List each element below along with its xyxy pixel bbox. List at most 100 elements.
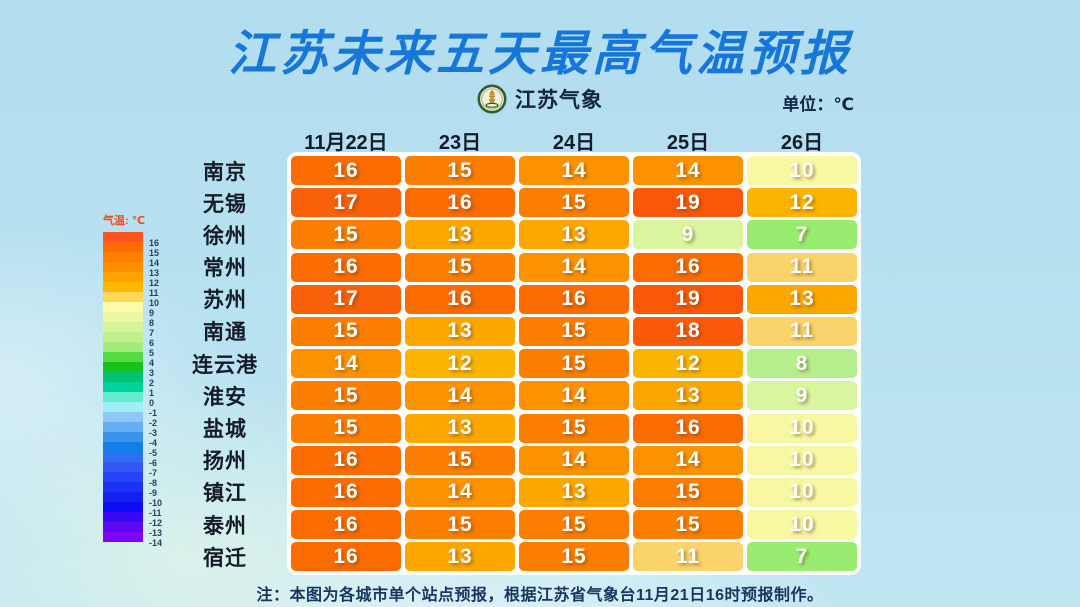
legend-band: 13: [103, 262, 159, 278]
page-title: 江苏未来五天最高气温预报: [227, 28, 852, 81]
temp-cell: 14: [291, 349, 401, 379]
temp-cell: 16: [405, 284, 515, 314]
legend-band-label: -5: [149, 448, 158, 458]
temp-cell: 12: [405, 349, 515, 379]
legend-band-label: -9: [149, 488, 158, 498]
legend-band-label: -10: [149, 498, 163, 508]
legend-band: 2: [103, 372, 154, 388]
legend-band: 11: [103, 282, 159, 298]
temperature-legend: 气温: ℃ 16 15 14 13 12 11 10 9 8 7 6 5 4 3 2 1 0 -1 -2 -3 -4 -5…: [103, 212, 162, 548]
temp-cell: 8: [747, 349, 857, 379]
temp-cell: 9: [747, 381, 857, 411]
temp-cell: 15: [405, 510, 515, 540]
footnote: 注：本图为各城市单个站点预报，根据江苏省气象台11月21日16时预报制作。: [256, 587, 824, 604]
legend-band-label: -13: [149, 528, 163, 538]
legend-band-label: 13: [149, 268, 160, 278]
temp-cell: 7: [747, 542, 857, 572]
legend-band: -8: [103, 472, 157, 488]
legend-band: -4: [103, 432, 157, 448]
temp-cell: 15: [291, 413, 401, 443]
legend-band: 3: [103, 362, 154, 378]
city-label: 南京: [203, 160, 247, 184]
legend-band: -10: [103, 492, 162, 508]
legend-band-label: 15: [149, 248, 160, 258]
temp-cell: 13: [747, 284, 857, 314]
legend-band-label: 4: [149, 358, 155, 368]
legend-band: 9: [103, 302, 154, 318]
legend-band-label: 3: [149, 368, 155, 378]
temp-cell: 16: [633, 413, 743, 443]
temp-cell: 14: [519, 252, 629, 282]
legend-band-label: -2: [149, 418, 158, 428]
temp-cell: 10: [747, 510, 857, 540]
temp-cell: 16: [291, 252, 401, 282]
brand: 江苏气象: [0, 84, 1080, 114]
legend-band-label: -1: [149, 408, 158, 418]
legend-band: -2: [103, 412, 157, 428]
legend-band: 16: [103, 232, 159, 248]
legend-band-label: 9: [149, 308, 155, 318]
temp-cell: 13: [405, 316, 515, 346]
legend-band-label: 12: [149, 278, 160, 288]
temp-cell: 16: [291, 542, 401, 572]
legend-band: 1: [103, 382, 154, 398]
temp-cell: 17: [291, 188, 401, 218]
legend-band: 14: [103, 252, 159, 268]
temp-cell: 9: [633, 220, 743, 250]
legend-band-label: 5: [149, 348, 155, 358]
temp-cell: 10: [747, 156, 857, 185]
legend-band: -12: [103, 512, 162, 528]
city-label: 连云港: [192, 353, 258, 377]
legend-band: 6: [103, 332, 154, 348]
jiangsu-meteorology-logo-icon: [477, 84, 507, 114]
temp-cell: 16: [405, 188, 515, 218]
temp-cell: 15: [291, 220, 401, 250]
temp-cell: 14: [519, 381, 629, 411]
temp-cell: 14: [633, 445, 743, 475]
city-label: 泰州: [203, 514, 247, 538]
temp-cell: 15: [291, 316, 401, 346]
temp-cell: 13: [405, 220, 515, 250]
temp-cell: 16: [519, 284, 629, 314]
legend-band: -11: [103, 502, 162, 518]
date-header-row: 11月22日 23日 24日 25日 26日: [291, 126, 857, 155]
legend-band: 7: [103, 322, 154, 338]
legend-band-label: 8: [149, 318, 155, 328]
temp-cell: 15: [519, 316, 629, 346]
temp-cell: 14: [405, 381, 515, 411]
temp-cell: 16: [633, 252, 743, 282]
legend-band: -14: [103, 532, 162, 548]
legend-band-label: 14: [149, 258, 160, 268]
legend-band-label: -11: [149, 508, 162, 518]
temp-cell: 12: [633, 349, 743, 379]
temp-cell: 15: [633, 510, 743, 540]
legend-band: -13: [103, 522, 162, 538]
city-label: 镇江: [203, 482, 247, 506]
city-label: 南通: [203, 321, 247, 345]
brand-name: 江苏气象: [515, 89, 603, 112]
temp-cell: 15: [519, 349, 629, 379]
city-label: 苏州: [203, 289, 247, 313]
temp-cell: 15: [519, 413, 629, 443]
temp-cell: 19: [633, 188, 743, 218]
city-label: 无锡: [203, 192, 247, 216]
legend-band: 12: [103, 272, 159, 288]
city-label: 扬州: [203, 450, 247, 474]
legend-band-label: -12: [149, 518, 163, 528]
legend-band: 4: [103, 352, 154, 368]
temp-cell: 12: [747, 188, 857, 218]
legend-band: -3: [103, 422, 157, 438]
legend-band: 0: [103, 392, 154, 408]
city-label: 淮安: [203, 385, 247, 409]
city-label: 盐城: [203, 418, 247, 441]
forecast-grid: 南京 16 15 14 14 10 无锡 17 16 15 19 12 徐州 15 13 13 9 7 常州 16 15…: [177, 156, 857, 572]
temp-cell: 10: [747, 413, 857, 443]
temp-cell: 11: [747, 252, 857, 282]
temp-cell: 13: [405, 542, 515, 572]
legend-band-label: 11: [149, 288, 159, 298]
legend-band-label: 0: [149, 398, 155, 408]
temp-cell: 16: [291, 445, 401, 475]
legend-band-label: -6: [149, 458, 158, 468]
legend-bands: 16 15 14 13 12 11 10 9 8 7 6 5 4 3 2 1 0 -1 -2 -3 -4 -5 -6 -7 -8…: [103, 232, 162, 548]
temp-cell: 16: [291, 477, 401, 507]
